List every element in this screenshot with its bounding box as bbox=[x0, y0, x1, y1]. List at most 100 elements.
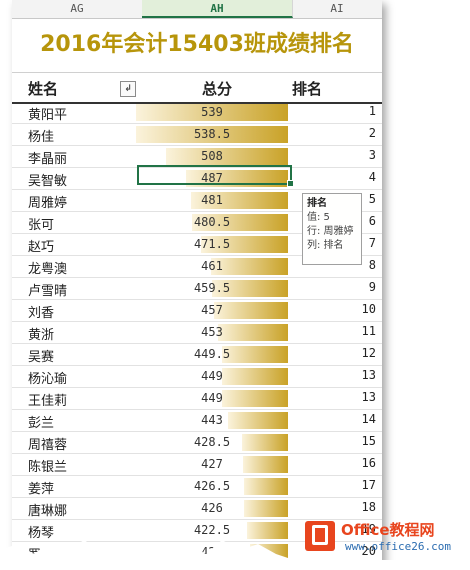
rank-cell[interactable]: 15 bbox=[361, 434, 376, 448]
filter-dropdown-icon[interactable]: ↲ bbox=[120, 81, 136, 97]
score-data-bar bbox=[136, 104, 288, 121]
score-data-bar bbox=[186, 170, 288, 187]
student-name-cell[interactable]: 杨沁瑜 bbox=[28, 372, 68, 387]
score-data-bar bbox=[192, 214, 288, 231]
score-data-bar bbox=[244, 500, 288, 517]
table-row: 彭兰 443 14 bbox=[12, 410, 382, 432]
score-cell[interactable]: 453 bbox=[201, 325, 223, 339]
rank-cell[interactable]: 16 bbox=[361, 456, 376, 470]
table-row: 唐琳娜 426 18 bbox=[12, 498, 382, 520]
rank-cell[interactable]: 19 bbox=[361, 522, 376, 536]
score-cell[interactable]: 539 bbox=[201, 105, 223, 119]
score-cell[interactable]: 449.5 bbox=[193, 347, 231, 361]
table-header: 姓名 ↲ 总分 排名 bbox=[12, 72, 382, 104]
tooltip-title: 排名 bbox=[307, 198, 327, 209]
student-name-cell[interactable]: 赵巧 bbox=[28, 240, 55, 255]
table-row: 杨琴 422.5 19 bbox=[12, 520, 382, 542]
rank-cell[interactable]: 2 bbox=[368, 126, 376, 140]
rank-cell[interactable]: 10 bbox=[361, 302, 376, 316]
score-cell[interactable]: 426 bbox=[201, 501, 223, 515]
score-cell[interactable]: 443 bbox=[201, 413, 223, 427]
student-name-cell[interactable]: 王佳莉 bbox=[28, 394, 68, 409]
rank-cell[interactable]: 14 bbox=[361, 412, 376, 426]
rank-cell[interactable]: 20 bbox=[361, 544, 376, 558]
score-cell[interactable]: 427 bbox=[201, 457, 223, 471]
office-logo-icon bbox=[305, 521, 335, 551]
watermark-logo: Office教程网 www.office26.com bbox=[305, 515, 465, 563]
table-row: 龙粤澳 461 8 bbox=[12, 256, 382, 278]
score-data-bar bbox=[222, 368, 288, 385]
header-rank: 排名 bbox=[292, 80, 323, 98]
tooltip-value: 值: 5 bbox=[307, 212, 330, 223]
score-cell[interactable]: 480.5 bbox=[193, 215, 231, 229]
student-name-cell[interactable]: 刘香 bbox=[28, 306, 55, 321]
score-cell[interactable]: 508 bbox=[201, 149, 223, 163]
score-cell[interactable]: 449 bbox=[201, 369, 223, 383]
student-name-cell[interactable]: 张可 bbox=[28, 218, 55, 233]
column-header-ag[interactable]: AG bbox=[12, 0, 143, 18]
student-name-cell[interactable]: 周雅婷 bbox=[28, 196, 68, 211]
rank-cell[interactable]: 8 bbox=[368, 258, 376, 272]
table-row: 姜萍 426.5 17 bbox=[12, 476, 382, 498]
score-data-bar bbox=[212, 280, 288, 297]
rank-cell[interactable]: 9 bbox=[368, 280, 376, 294]
rank-cell[interactable]: 7 bbox=[368, 236, 376, 250]
selected-cell[interactable] bbox=[137, 165, 294, 187]
rank-cell[interactable]: 13 bbox=[361, 368, 376, 382]
table-row: 吴赛 449.5 12 bbox=[12, 344, 382, 366]
rank-cell[interactable]: 3 bbox=[368, 148, 376, 162]
student-name-cell[interactable]: 杨琴 bbox=[28, 526, 55, 541]
rank-cell[interactable]: 17 bbox=[361, 478, 376, 492]
table-row: 李晶丽 508 3 bbox=[12, 146, 382, 168]
student-name-cell[interactable]: 龙粤澳 bbox=[28, 262, 68, 277]
student-name-cell[interactable]: 杨佳 bbox=[28, 130, 55, 145]
score-cell[interactable]: 428.5 bbox=[193, 435, 231, 449]
score-cell[interactable]: 426.5 bbox=[193, 479, 231, 493]
header-score: 总分 bbox=[202, 80, 233, 98]
student-name-cell[interactable]: 陈银兰 bbox=[28, 460, 68, 475]
fill-handle[interactable] bbox=[287, 180, 294, 187]
score-data-bar bbox=[166, 148, 288, 165]
student-name-cell[interactable]: 黄阳平 bbox=[28, 108, 68, 123]
rank-cell[interactable]: 18 bbox=[361, 500, 376, 514]
rank-cell[interactable]: 5 bbox=[368, 192, 376, 206]
rank-cell[interactable]: 13 bbox=[361, 390, 376, 404]
table-row: 黄浙 453 11 bbox=[12, 322, 382, 344]
score-data-bar bbox=[244, 478, 288, 495]
column-header-ah[interactable]: AH bbox=[142, 0, 293, 18]
score-cell[interactable]: 459.5 bbox=[193, 281, 231, 295]
score-data-bar bbox=[201, 236, 288, 253]
header-name: 姓名 bbox=[28, 80, 59, 98]
logo-text: Office教程网 bbox=[341, 521, 435, 539]
score-cell[interactable]: 471.5 bbox=[193, 237, 231, 251]
score-cell[interactable]: 481 bbox=[201, 193, 223, 207]
rank-cell[interactable]: 1 bbox=[368, 104, 376, 118]
tooltip-col: 列: 排名 bbox=[307, 240, 344, 251]
rank-cell[interactable]: 6 bbox=[368, 214, 376, 228]
student-name-cell[interactable]: 吴赛 bbox=[28, 350, 55, 365]
table-row: 赵巧 471.5 7 bbox=[12, 234, 382, 256]
student-name-cell[interactable]: 吴智敏 bbox=[28, 174, 68, 189]
student-name-cell[interactable]: 李晶丽 bbox=[28, 152, 68, 167]
score-data-bar bbox=[222, 346, 288, 363]
score-cell[interactable]: 487 bbox=[201, 171, 223, 185]
student-name-cell[interactable]: 姜萍 bbox=[28, 482, 55, 497]
rank-cell[interactable]: 4 bbox=[368, 170, 376, 184]
score-cell[interactable]: 538.5 bbox=[193, 127, 231, 141]
rank-cell[interactable]: 11 bbox=[361, 324, 376, 338]
score-cell[interactable]: 449 bbox=[201, 391, 223, 405]
student-name-cell[interactable]: 彭兰 bbox=[28, 416, 55, 431]
score-cell[interactable]: 457 bbox=[201, 303, 223, 317]
student-name-cell[interactable]: 黄浙 bbox=[28, 328, 55, 343]
score-cell[interactable]: 422.5 bbox=[193, 523, 231, 537]
page-title: 2016年会计15403班成绩排名 bbox=[12, 18, 382, 73]
column-header-ai[interactable]: AI bbox=[330, 2, 344, 15]
score-data-bar bbox=[222, 390, 288, 407]
logo-url: www.office26.com bbox=[345, 540, 451, 553]
score-data-bar bbox=[243, 456, 288, 473]
rank-cell[interactable]: 12 bbox=[361, 346, 376, 360]
student-name-cell[interactable]: 周禧蓉 bbox=[28, 438, 68, 453]
student-name-cell[interactable]: 卢雪晴 bbox=[28, 284, 68, 299]
score-cell[interactable]: 461 bbox=[201, 259, 223, 273]
student-name-cell[interactable]: 唐琳娜 bbox=[28, 504, 68, 519]
